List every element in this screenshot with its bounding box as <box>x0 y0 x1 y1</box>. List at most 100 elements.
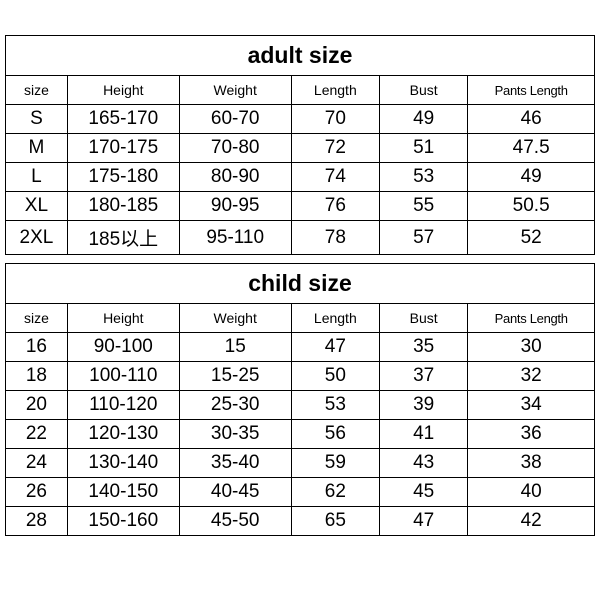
cell: 90-95 <box>179 192 291 221</box>
cell: 38 <box>468 449 595 478</box>
cell: 170-175 <box>67 134 179 163</box>
table-row: 18 100-110 15-25 50 37 32 <box>6 362 595 391</box>
cell: 16 <box>6 333 68 362</box>
cell: 80-90 <box>179 163 291 192</box>
cell: 50.5 <box>468 192 595 221</box>
cell: 34 <box>468 391 595 420</box>
table-row: 16 90-100 15 47 35 30 <box>6 333 595 362</box>
cell: 110-120 <box>67 391 179 420</box>
cell: 74 <box>291 163 379 192</box>
cell: 70 <box>291 105 379 134</box>
cell: 70-80 <box>179 134 291 163</box>
cell: 25-30 <box>179 391 291 420</box>
child-size-table: child size size Height Weight Length Bus… <box>5 263 595 536</box>
cell: 28 <box>6 507 68 536</box>
cell: 57 <box>380 221 468 255</box>
cell: 35 <box>380 333 468 362</box>
cell: 60-70 <box>179 105 291 134</box>
cell: L <box>6 163 68 192</box>
cell: 52 <box>468 221 595 255</box>
col-header-height: Height <box>67 304 179 333</box>
cell: 40-45 <box>179 478 291 507</box>
table-row: L 175-180 80-90 74 53 49 <box>6 163 595 192</box>
cell: 140-150 <box>67 478 179 507</box>
cell: 36 <box>468 420 595 449</box>
cell: 72 <box>291 134 379 163</box>
cell: 150-160 <box>67 507 179 536</box>
col-header-bust: Bust <box>380 304 468 333</box>
cell: 45-50 <box>179 507 291 536</box>
cell: 30 <box>468 333 595 362</box>
col-header-length: Length <box>291 304 379 333</box>
cell: 53 <box>380 163 468 192</box>
cell: 165-170 <box>67 105 179 134</box>
cell: 43 <box>380 449 468 478</box>
cell: 62 <box>291 478 379 507</box>
cell: 65 <box>291 507 379 536</box>
cell: 18 <box>6 362 68 391</box>
adult-header-row: size Height Weight Length Bust Pants Len… <box>6 76 595 105</box>
adult-title-row: adult size <box>6 36 595 76</box>
table-row: M 170-175 70-80 72 51 47.5 <box>6 134 595 163</box>
adult-size-table: adult size size Height Weight Length Bus… <box>5 35 595 255</box>
cell: 90-100 <box>67 333 179 362</box>
cell: 175-180 <box>67 163 179 192</box>
col-header-weight: Weight <box>179 76 291 105</box>
cell: 26 <box>6 478 68 507</box>
cell: 37 <box>380 362 468 391</box>
cell: 53 <box>291 391 379 420</box>
cell: 40 <box>468 478 595 507</box>
cell: 42 <box>468 507 595 536</box>
cell: 35-40 <box>179 449 291 478</box>
cell: 180-185 <box>67 192 179 221</box>
col-header-weight: Weight <box>179 304 291 333</box>
cell: 185以上 <box>67 221 179 255</box>
table-row: 2XL 185以上 95-110 78 57 52 <box>6 221 595 255</box>
col-header-length: Length <box>291 76 379 105</box>
cell: 95-110 <box>179 221 291 255</box>
cell: 2XL <box>6 221 68 255</box>
cell: 15-25 <box>179 362 291 391</box>
cell: XL <box>6 192 68 221</box>
cell: 120-130 <box>67 420 179 449</box>
child-title: child size <box>6 264 595 304</box>
table-row: XL 180-185 90-95 76 55 50.5 <box>6 192 595 221</box>
child-title-row: child size <box>6 264 595 304</box>
cell: 22 <box>6 420 68 449</box>
col-header-bust: Bust <box>380 76 468 105</box>
cell: 30-35 <box>179 420 291 449</box>
table-row: 24 130-140 35-40 59 43 38 <box>6 449 595 478</box>
cell: 24 <box>6 449 68 478</box>
table-row: 28 150-160 45-50 65 47 42 <box>6 507 595 536</box>
cell: 47 <box>380 507 468 536</box>
cell: 41 <box>380 420 468 449</box>
table-row: 26 140-150 40-45 62 45 40 <box>6 478 595 507</box>
cell: 32 <box>468 362 595 391</box>
col-header-size: size <box>6 304 68 333</box>
col-header-pants: Pants Length <box>468 304 595 333</box>
cell: S <box>6 105 68 134</box>
cell: 51 <box>380 134 468 163</box>
cell: 39 <box>380 391 468 420</box>
col-header-height: Height <box>67 76 179 105</box>
cell: 49 <box>468 163 595 192</box>
table-row: 20 110-120 25-30 53 39 34 <box>6 391 595 420</box>
cell: M <box>6 134 68 163</box>
col-header-size: size <box>6 76 68 105</box>
cell: 45 <box>380 478 468 507</box>
cell: 47.5 <box>468 134 595 163</box>
cell: 78 <box>291 221 379 255</box>
col-header-pants: Pants Length <box>468 76 595 105</box>
cell: 130-140 <box>67 449 179 478</box>
cell: 55 <box>380 192 468 221</box>
cell: 46 <box>468 105 595 134</box>
cell: 47 <box>291 333 379 362</box>
cell: 50 <box>291 362 379 391</box>
cell: 100-110 <box>67 362 179 391</box>
child-header-row: size Height Weight Length Bust Pants Len… <box>6 304 595 333</box>
cell: 56 <box>291 420 379 449</box>
table-row: S 165-170 60-70 70 49 46 <box>6 105 595 134</box>
cell: 59 <box>291 449 379 478</box>
cell: 49 <box>380 105 468 134</box>
adult-title: adult size <box>6 36 595 76</box>
